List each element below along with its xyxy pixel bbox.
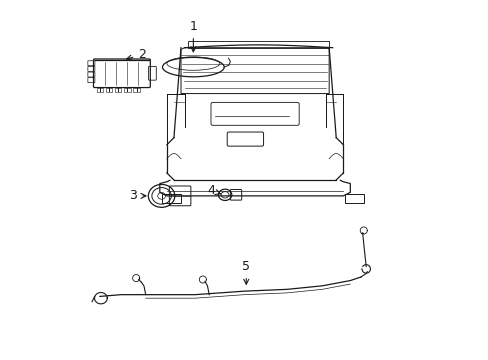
- Text: 2: 2: [126, 48, 146, 61]
- Text: 3: 3: [129, 189, 145, 202]
- Text: 1: 1: [189, 20, 197, 52]
- Text: 4: 4: [206, 184, 220, 197]
- Text: 5: 5: [242, 260, 250, 284]
